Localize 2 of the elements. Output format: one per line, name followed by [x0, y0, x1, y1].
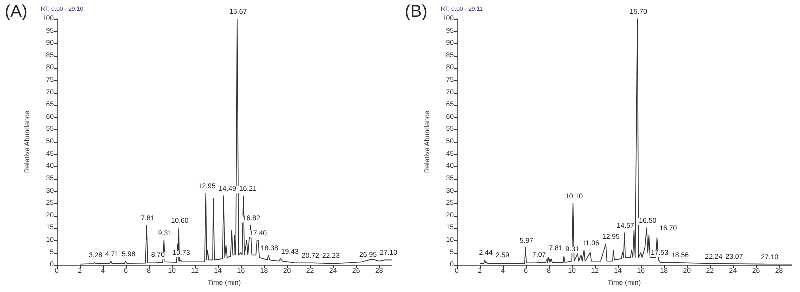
chart-title: (A) — [5, 2, 28, 21]
chart-title: (B) — [405, 2, 428, 21]
